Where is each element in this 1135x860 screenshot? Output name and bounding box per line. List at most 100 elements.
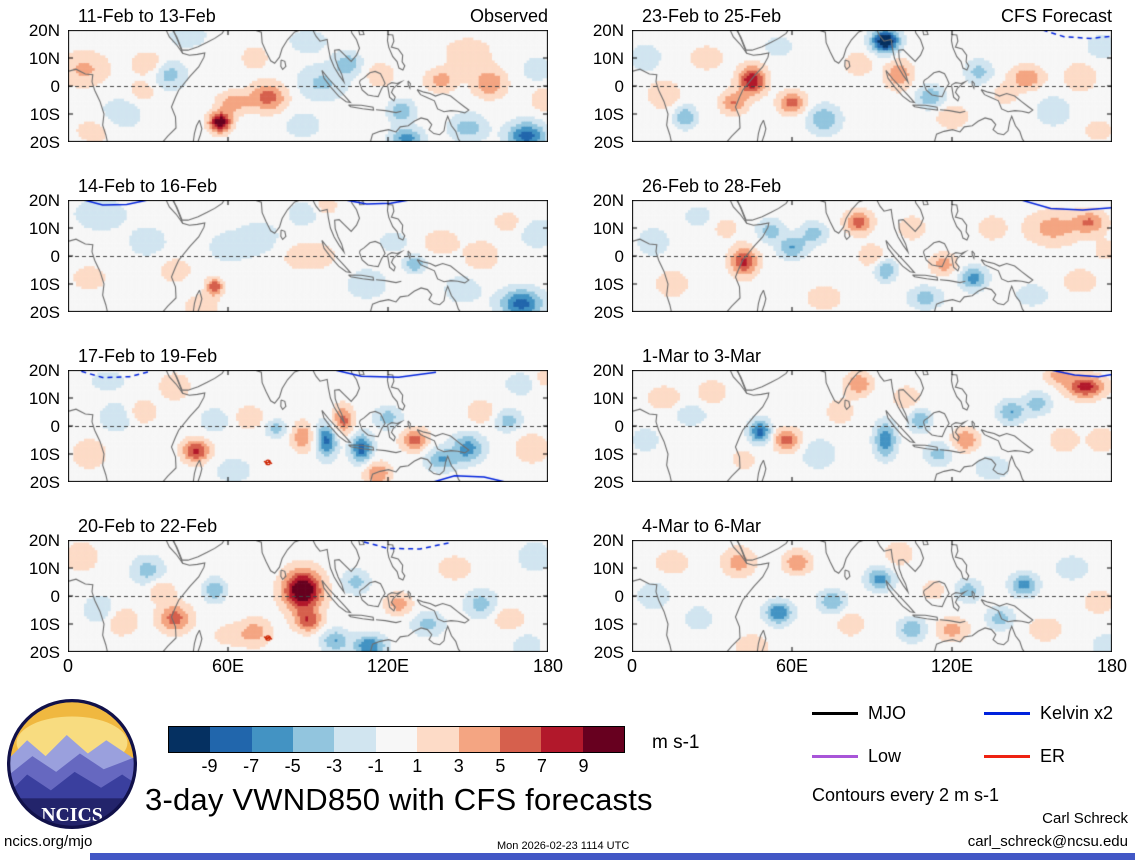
plot-area	[632, 200, 1112, 312]
legend-item: Low	[812, 746, 984, 767]
y-tick-label: 20N	[28, 191, 60, 210]
y-tick-label: 10N	[592, 559, 624, 578]
y-tick-label: 20N	[592, 361, 624, 380]
panel-header: 26-Feb to 28-Feb	[582, 176, 1112, 200]
ncics-logo-graphic: NCICS	[6, 698, 138, 830]
colorbar-segments	[168, 726, 625, 753]
x-axis-labels: 0 60E 120E 180	[627, 652, 1127, 680]
x-tick-label: 0	[62, 656, 74, 676]
colorbar-tick-label: -1	[367, 756, 384, 776]
y-tick-label: 0	[614, 247, 624, 266]
y-tick-label: 20S	[593, 303, 624, 322]
colorbar-segment	[293, 727, 335, 752]
y-tick-label: 10N	[28, 49, 60, 68]
x-tick-label: 120E	[366, 656, 410, 676]
colorbar-segment	[582, 727, 624, 752]
legend-item: MJO	[812, 703, 984, 724]
panel-title: 26-Feb to 28-Feb	[642, 176, 782, 196]
colorbar-segment	[417, 727, 459, 752]
x-tick-label: 180	[1096, 656, 1128, 676]
ncics-logo: NCICS	[6, 698, 138, 830]
logo-border	[6, 698, 138, 830]
panel-body: 20N 10N 0 10S 20S	[582, 21, 1112, 152]
y-tick-label: 20N	[592, 191, 624, 210]
colorbar-segment	[375, 727, 418, 752]
credit-email: carl_schreck@ncsu.edu	[967, 833, 1128, 850]
legend-label: Kelvin x2	[1040, 703, 1114, 723]
panel-body: 20N 10N 0 10S 20S	[582, 361, 1112, 492]
plot-area: 0 60E 120E 180	[627, 540, 1127, 680]
y-tick-label: 20S	[29, 643, 60, 662]
y-axis-labels: 20N 10N 0 10S 20S	[18, 191, 68, 322]
y-tick-label: 20N	[28, 361, 60, 380]
panels-grid: 11-Feb to 13-Feb Observed 20N 10N 0 10S 20S …	[18, 6, 1127, 680]
panel-header: 14-Feb to 16-Feb	[18, 176, 548, 200]
y-tick-label: 10N	[592, 219, 624, 238]
panel-corner-label: Observed	[469, 6, 548, 26]
y-tick-label: 10S	[29, 445, 60, 464]
map-panel: 20-Feb to 22-Feb 20N 10N 0 10S 20S 0 60E 120E 1…	[18, 516, 563, 680]
colorbar-tick-label: -3	[326, 756, 343, 776]
map-panel: 17-Feb to 19-Feb 20N 10N 0 10S 20S	[18, 346, 548, 492]
plot-area	[68, 30, 548, 142]
y-tick-label: 10S	[29, 275, 60, 294]
panel-title: 4-Mar to 6-Mar	[642, 516, 762, 536]
colorbar-segment	[541, 727, 583, 752]
colorbar-tick-label: 5	[495, 756, 506, 776]
y-tick-label: 10S	[29, 615, 60, 634]
panel-title: 20-Feb to 22-Feb	[78, 516, 218, 536]
plot-area: 0 60E 120E 180	[63, 540, 563, 680]
map-panel: 14-Feb to 16-Feb 20N 10N 0 10S 20S	[18, 176, 548, 322]
map-panel: 26-Feb to 28-Feb 20N 10N 0 10S 20S	[582, 176, 1112, 322]
y-axis-labels: 20N 10N 0 10S 20S	[582, 191, 632, 322]
y-tick-label: 20S	[29, 473, 60, 492]
colorbar-tick-label: 3	[453, 756, 464, 776]
wave-legend: MJO Kelvin x2 Low ER	[812, 703, 1135, 767]
panel-header: 4-Mar to 6-Mar	[582, 516, 1112, 540]
y-tick-label: 10S	[593, 615, 624, 634]
x-tick-label: 60E	[211, 656, 245, 676]
map-canvas	[68, 200, 548, 312]
panel-corner-label: CFS Forecast	[1000, 6, 1112, 26]
y-tick-label: 0	[614, 417, 624, 436]
panel-title: 11-Feb to 13-Feb	[78, 6, 216, 26]
map-canvas	[632, 30, 1112, 142]
legend-item: ER	[984, 746, 1135, 767]
colorbar: -9 -7 -5 -3 -1 1 3 5 7 9	[168, 726, 625, 778]
colorbar-segment	[169, 727, 211, 752]
plot-area	[632, 370, 1112, 482]
y-axis-labels: 20N 10N 0 10S 20S	[18, 361, 68, 492]
map-canvas	[68, 370, 548, 482]
panel-header: 11-Feb to 13-Feb Observed	[18, 6, 548, 30]
colorbar-tick-label: 9	[578, 756, 589, 776]
y-tick-label: 0	[614, 587, 624, 606]
y-tick-label: 10S	[593, 445, 624, 464]
map-canvas	[632, 370, 1112, 482]
x-tick-label: 60E	[775, 656, 809, 676]
figure-footer: NCICS -9 -7 -5 -3 -1 1 3 5 7 9 m s-1 3-day VWND85…	[0, 690, 1135, 860]
y-tick-label: 10N	[28, 559, 60, 578]
y-tick-label: 0	[50, 587, 60, 606]
y-tick-label: 10N	[592, 389, 624, 408]
x-axis-labels: 0 60E 120E 180	[63, 652, 563, 680]
panel-body: 20N 10N 0 10S 20S	[582, 191, 1112, 322]
plot-area	[632, 30, 1112, 142]
contours-note: Contours every 2 m s-1	[812, 785, 1000, 805]
site-link: ncics.org/mjo	[4, 833, 93, 850]
colorbar-segment	[458, 727, 500, 752]
panel-header: 23-Feb to 25-Feb CFS Forecast	[582, 6, 1112, 30]
colorbar-labels: -9 -7 -5 -3 -1 1 3 5 7 9	[168, 756, 625, 778]
legend-label: ER	[1040, 746, 1066, 766]
y-tick-label: 0	[50, 247, 60, 266]
panel-header: 1-Mar to 3-Mar	[582, 346, 1112, 370]
colorbar-tick-label: -5	[284, 756, 301, 776]
colorbar-tick-label: -9	[201, 756, 218, 776]
plot-area	[68, 200, 548, 312]
panel-body: 20N 10N 0 10S 20S 0 60E 120E 180	[18, 531, 563, 680]
y-tick-label: 20S	[29, 303, 60, 322]
x-tick-label: 120E	[930, 656, 974, 676]
legend-line-swatch	[984, 755, 1030, 758]
panel-title: 1-Mar to 3-Mar	[642, 346, 762, 366]
y-axis-labels: 20N 10N 0 10S 20S	[582, 21, 632, 152]
y-tick-label: 20N	[592, 531, 624, 550]
